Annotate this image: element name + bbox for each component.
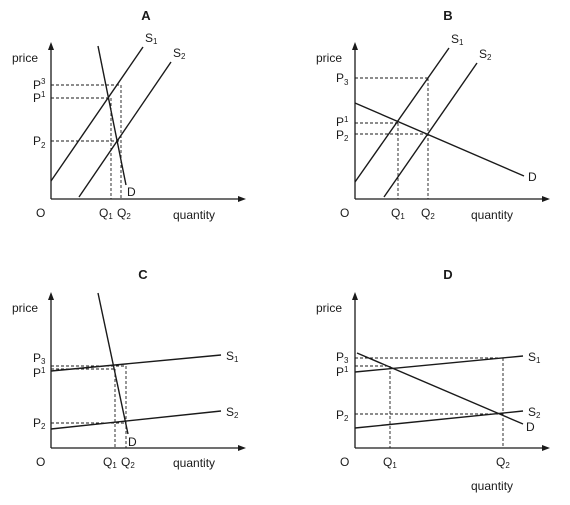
panel-d-s1-curve: [354, 355, 524, 373]
panel-a-s2-curve: [78, 61, 172, 198]
panel-b-x-axis-label: quantity: [471, 208, 513, 222]
panel-a-q1-label: Q1: [99, 206, 113, 221]
panel-c-origin-label: O: [36, 455, 45, 469]
panel-d: D price quantity O P3 P1 P2 Q1 Q2 S1 S2 …: [316, 267, 550, 493]
panel-b-q1-label: Q1: [391, 206, 405, 221]
panel-b-p3-label: P3: [336, 71, 349, 87]
panel-a-s1-label: S1: [145, 31, 158, 46]
panel-b-d-label: D: [528, 170, 537, 184]
panel-c-d-label: D: [128, 435, 137, 449]
panel-b-s1-curve: [354, 47, 450, 183]
panel-a: A price quantity O P3 P1 P2 Q1 Q2 S1 S2 …: [12, 8, 246, 222]
panel-d-origin-label: O: [340, 455, 349, 469]
panel-c-d-curve: [97, 292, 129, 435]
panel-b-s1-label: S1: [451, 32, 464, 47]
panel-c-q2-label: Q2: [121, 455, 135, 470]
panel-c-x-axis-label: quantity: [173, 456, 215, 470]
panel-a-s1-curve: [50, 46, 144, 182]
panel-d-d-label: D: [526, 420, 535, 434]
panel-a-p3-label: P3: [33, 77, 46, 92]
panel-c-p3-label: P3: [33, 351, 46, 366]
panel-d-y-axis-label: price: [316, 301, 342, 315]
panel-c-s1-curve: [50, 354, 222, 372]
panel-c-title: C: [138, 267, 148, 282]
panel-c-y-axis-label: price: [12, 301, 38, 315]
panel-a-origin-label: O: [36, 206, 45, 220]
panel-c-s1-label: S1: [226, 349, 239, 364]
panel-c-q1-label: Q1: [103, 455, 117, 470]
panel-d-s1-label: S1: [528, 350, 541, 365]
panel-b-origin-label: O: [340, 206, 349, 220]
panel-b-s2-curve: [383, 62, 478, 198]
panel-d-s2-curve: [354, 410, 524, 429]
panel-c-p1-label: P1: [33, 366, 46, 380]
panel-a-y-axis-label: price: [12, 51, 38, 65]
panel-b-d-curve: [354, 102, 525, 177]
panel-c-s2-label: S2: [226, 405, 239, 420]
panel-d-title: D: [443, 267, 452, 282]
panel-d-s2-label: S2: [528, 405, 541, 420]
panel-b-title: B: [443, 8, 452, 23]
panel-a-title: A: [141, 8, 151, 23]
panel-d-p2-label: P2: [336, 408, 349, 423]
panel-d-x-axis-label: quantity: [471, 479, 513, 493]
panel-c-p2-label: P2: [33, 416, 46, 431]
panel-b: B price quantity O P3 P1 P2 Q1 Q2 S1 S2 …: [316, 8, 550, 222]
panel-b-y-axis-label: price: [316, 51, 342, 65]
panel-d-d-curve: [356, 352, 524, 425]
panel-a-s2-label: S2: [173, 46, 186, 61]
panel-c: C price quantity O P3 P1 P2 Q1 Q2 S1 S2 …: [12, 267, 246, 470]
panel-a-d-curve: [97, 45, 127, 186]
panel-b-s2-label: S2: [479, 47, 492, 62]
panel-b-p2-label: P2: [336, 128, 349, 143]
panel-a-x-axis-label: quantity: [173, 208, 215, 222]
panel-b-p1-label: P1: [336, 115, 349, 129]
panel-a-p2-label: P2: [33, 134, 46, 150]
panel-a-d-label: D: [127, 185, 136, 199]
panel-d-p3-label: P3: [336, 350, 349, 365]
panel-b-q2-label: Q2: [421, 206, 435, 221]
panel-d-p1-label: P1: [336, 365, 349, 379]
panel-a-q2-label: Q2: [117, 206, 131, 221]
panel-d-q2-label: Q2: [496, 455, 510, 470]
panel-c-s2-curve: [50, 410, 222, 430]
panel-d-q1-label: Q1: [383, 455, 397, 470]
panel-a-p1-label: P1: [33, 90, 46, 105]
